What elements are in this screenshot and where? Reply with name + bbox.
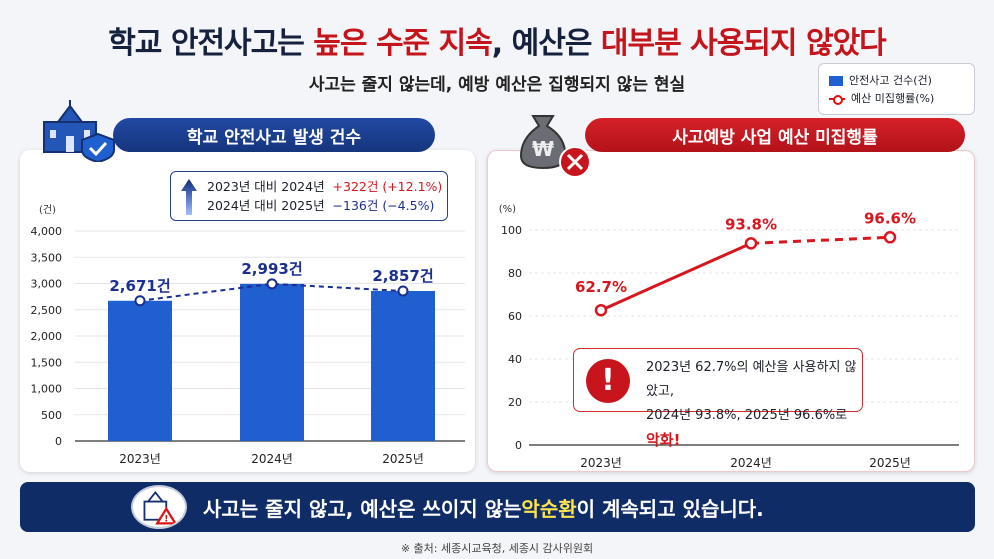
- y-tick-label: 4,000: [31, 225, 63, 238]
- banner-highlight: 악순환: [521, 496, 577, 521]
- budget-header: 사고예방 사업 예산 미집행률: [585, 118, 965, 152]
- y-tick-label: 80: [508, 267, 522, 280]
- change-row: 2023년 대비 2024년 +322건 (+12.1%): [207, 177, 447, 196]
- banner-text: 이 계속되고 있습니다.: [576, 496, 764, 521]
- title-highlight: 높은 수준 지속: [313, 26, 492, 61]
- x-tick-label: 2023년: [119, 452, 161, 466]
- y-tick-label: 1,000: [31, 383, 63, 396]
- title-part: 학교 안전사고는: [108, 26, 314, 61]
- data-label: 62.7%: [575, 278, 627, 296]
- data-point: [594, 303, 608, 317]
- conclusion-banner: 사고는 줄지 않고, 예산은 쓰이지 않는 악순환 이 계속되고 있습니다.: [20, 482, 975, 532]
- data-label: 2,857건: [372, 267, 433, 285]
- alert-line: 2024년 93.8%, 2025년 96.6%로 악화!: [646, 404, 862, 454]
- legend: 안전사고 건수(건) 예산 미집행률(%): [818, 63, 975, 115]
- alert-text: 2024년 93.8%, 2025년 96.6%로: [646, 408, 848, 423]
- data-point: [397, 285, 409, 297]
- school-shield-icon: [43, 100, 115, 162]
- x-tick-label: 2025년: [869, 456, 911, 470]
- page-title: 학교 안전사고는 높은 수준 지속, 예산은 대부분 사용되지 않았다: [0, 18, 994, 62]
- alert-highlight: 악화!: [646, 431, 681, 449]
- school-warning-icon: !: [131, 485, 187, 529]
- data-label: 2,671건: [109, 277, 170, 295]
- data-point: [744, 237, 758, 250]
- alert-line: 2023년 62.7%의 예산을 사용하지 않았고,: [646, 360, 857, 399]
- y-tick-label: 0: [55, 435, 62, 448]
- y-axis-unit: (%): [499, 204, 516, 215]
- y-tick-label: 0: [515, 439, 522, 452]
- title-part: , 예산은: [491, 26, 601, 61]
- y-tick-label: 60: [508, 310, 522, 323]
- y-tick-label: 500: [41, 409, 62, 422]
- svg-text:₩: ₩: [532, 137, 554, 161]
- legend-item-line: 예산 미집행률(%): [829, 90, 964, 108]
- data-label: 93.8%: [725, 215, 777, 233]
- money-bag-x-icon: ₩: [519, 115, 591, 178]
- change-value: +322건 (+12.1%): [332, 179, 443, 194]
- bar: [108, 300, 172, 441]
- change-summary-box: 2023년 대비 2024년 +322건 (+12.1%) 2024년 대비 2…: [170, 171, 448, 221]
- accident-header: 학교 안전사고 발생 건수: [113, 118, 435, 152]
- svg-text:!: !: [164, 515, 168, 525]
- y-tick-label: 2,000: [31, 330, 63, 343]
- banner-text: 사고는 줄지 않고, 예산은 쓰이지 않는: [203, 496, 522, 521]
- x-tick-label: 2025년: [382, 452, 424, 466]
- exclamation-icon: !: [586, 359, 630, 403]
- trend-line: [139, 282, 404, 302]
- x-tick-label: 2024년: [251, 452, 293, 466]
- change-label: 2024년 대비 2025년: [207, 198, 325, 213]
- data-label: 2,993건: [241, 260, 302, 278]
- x-tick-label: 2023년: [580, 456, 622, 470]
- line-segment-dashed: [750, 235, 891, 245]
- y-tick-label: 3,000: [31, 278, 63, 291]
- data-point: [134, 295, 146, 307]
- data-point: [883, 231, 897, 244]
- legend-label: 안전사고 건수(건): [849, 74, 932, 87]
- change-value: −136건 (−4.5%): [332, 198, 435, 213]
- legend-item-bar: 안전사고 건수(건): [829, 72, 964, 90]
- budget-panel: [487, 150, 975, 472]
- accident-bar-chart: 0 500 1,000 1,500 2,000 2,500 3,000 3,500 4,000 (…: [31, 204, 465, 466]
- x-tick-label: 2024년: [730, 456, 772, 470]
- y-tick-label: 100: [501, 224, 522, 237]
- budget-line-chart: 0 20 40 60 80 100 (%) 2023년 2024년 2025년 62.7% 93.8%…: [499, 204, 959, 470]
- title-highlight: 대부분 사용되지 않았다: [600, 26, 887, 61]
- line-segment: [600, 241, 752, 312]
- arrow-up-icon: [181, 179, 197, 215]
- bar: [371, 291, 435, 441]
- legend-label: 예산 미집행률(%): [851, 92, 935, 105]
- y-tick-label: 1,500: [31, 356, 63, 369]
- y-tick-label: 20: [508, 396, 522, 409]
- data-label: 96.6%: [864, 209, 916, 227]
- y-tick-label: 40: [508, 353, 522, 366]
- change-row: 2024년 대비 2025년 −136건 (−4.5%): [207, 196, 447, 215]
- bar: [240, 283, 304, 441]
- alert-box: ! 2023년 62.7%의 예산을 사용하지 않았고, 2024년 93.8%…: [573, 348, 863, 449]
- y-tick-label: 2,500: [31, 304, 63, 317]
- data-point: [266, 278, 278, 290]
- y-tick-label: 3,500: [31, 251, 63, 264]
- line-marker-icon: [829, 94, 845, 105]
- change-label: 2023년 대비 2024년: [207, 179, 325, 194]
- subtitle: 사고는 줄지 않는데, 예방 예산은 집행되지 않는 현실: [308, 75, 686, 95]
- source-note: ※ 출처: 세종시교육청, 세종시 감사위원회: [400, 542, 594, 555]
- bar-swatch-icon: [829, 76, 843, 86]
- y-axis-unit: (건): [39, 204, 56, 216]
